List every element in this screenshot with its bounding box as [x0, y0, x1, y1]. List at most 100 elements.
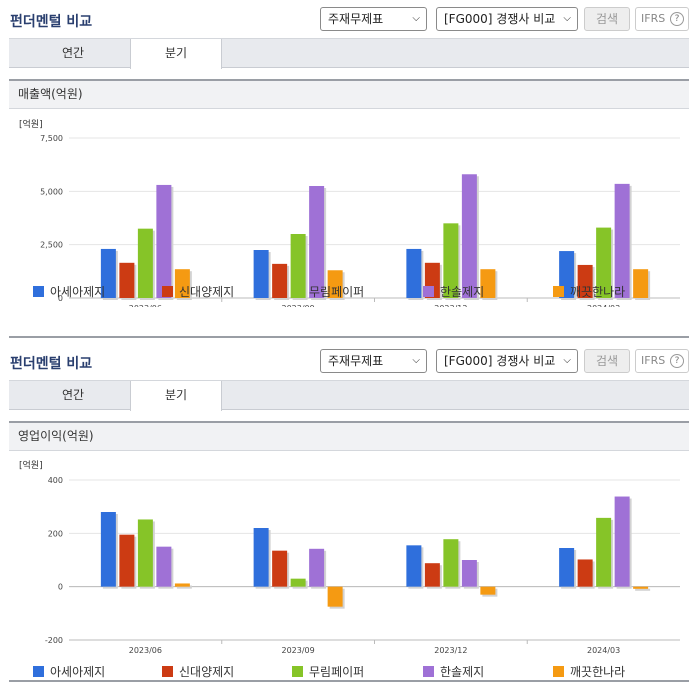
bar-깨끗한나라-2023-06 [174, 269, 190, 298]
legend-swatch [292, 666, 303, 677]
x-tick-label: 2023/09 [282, 646, 315, 655]
legend-swatch [162, 666, 173, 677]
bar-chart-operating-profit: [억원] -200 0 200 400 2023/06 2023/09 2023/12 2024… [19, 459, 680, 655]
ifrs-label: IFRS [641, 12, 666, 25]
x-tick-label: 2023/09 [282, 304, 315, 307]
x-tick-label: 2024/03 [587, 304, 620, 307]
panel-title: 펀더멘털 비교 [10, 14, 93, 30]
legend-label: 무림페이퍼 [309, 665, 365, 679]
report-type-value: 주재무제표 [328, 12, 384, 26]
bar-무림페이퍼-2023-06 [137, 519, 153, 587]
y-tick-label: 0 [58, 294, 63, 303]
bar-아세아제지-2023-06 [100, 248, 116, 298]
legend-swatch [423, 286, 434, 297]
legend-swatch [553, 666, 564, 677]
bar-아세아제지-2023-09 [253, 528, 269, 587]
search-button[interactable]: 검색 [584, 7, 630, 31]
bar-shadow [176, 585, 192, 589]
ifrs-button[interactable]: IFRS ? [635, 349, 689, 373]
legend-label: 아세아제지 [50, 665, 106, 679]
bar-무림페이퍼-2023-09 [290, 234, 306, 298]
bar-깨끗한나라-2024-03 [633, 586, 649, 589]
legend-swatch [162, 286, 173, 297]
chart-legend: 아세아제지 신대양제지 무림페이퍼 한솔제지 깨끗한나라 [0, 283, 696, 301]
peer-group-select[interactable]: [FG000] 경쟁사 비교 ⌵ [436, 7, 578, 31]
legend-item-아세아제지[interactable]: 아세아제지 [33, 283, 105, 300]
legend-item-아세아제지[interactable]: 아세아제지 [33, 663, 105, 680]
legend-item-무림페이퍼[interactable]: 무림페이퍼 [292, 663, 364, 680]
x-tick-label: 2023/12 [434, 646, 467, 655]
bar-깨끗한나라-2023-12 [480, 269, 496, 298]
legend-label: 무림페이퍼 [309, 285, 365, 299]
bar-신대양제지-2023-12 [424, 563, 440, 587]
tab-quarterly[interactable]: 분기 [130, 381, 222, 411]
chevron-down-icon: ⌵ [412, 13, 420, 24]
chevron-down-icon: ⌵ [412, 355, 420, 366]
legend-swatch [33, 286, 44, 297]
bar-아세아제지-2023-12 [406, 545, 422, 587]
legend-item-신대양제지[interactable]: 신대양제지 [162, 283, 234, 300]
bar-아세아제지-2023-09 [253, 250, 269, 298]
bar-한솔제지-2023-06 [156, 546, 172, 587]
bar-신대양제지-2023-09 [272, 550, 288, 587]
panel-title: 펀더멘털 비교 [10, 356, 93, 372]
fundamental-panel-operating-profit: 펀더멘털 비교 주재무제표 ⌵ [FG000] 경쟁사 비교 ⌵ 검색 IFRS… [0, 342, 696, 679]
panel-divider [9, 336, 689, 338]
bar-신대양제지-2024-03 [577, 559, 593, 587]
legend-label: 신대양제지 [179, 665, 235, 679]
legend-swatch [553, 286, 564, 297]
y-tick-label: 5,000 [40, 187, 63, 196]
peer-group-value: [FG000] 경쟁사 비교 [444, 12, 556, 26]
section-label: 매출액(억원) [9, 79, 689, 109]
tab-annual[interactable]: 연간 [61, 388, 85, 402]
bar-깨끗한나라-2023-09 [327, 586, 343, 607]
y-tick-label: 0 [58, 583, 63, 592]
bar-아세아제지-2023-06 [100, 512, 116, 587]
legend-label: 깨끗한나라 [570, 285, 626, 299]
bar-무림페이퍼-2023-12 [443, 539, 459, 587]
bar-한솔제지-2024-03 [614, 496, 630, 587]
tab-annual[interactable]: 연간 [61, 46, 85, 60]
report-type-select[interactable]: 주재무제표 ⌵ [320, 349, 427, 373]
bar-무림페이퍼-2023-06 [137, 228, 153, 298]
chart-area: [억원] -200 0 200 400 2023/06 2023/09 2023/12 2024… [0, 451, 696, 679]
legend-item-한솔제지[interactable]: 한솔제지 [423, 283, 484, 300]
bar-한솔제지-2023-09 [309, 548, 325, 587]
help-icon: ? [670, 354, 684, 368]
tab-quarterly[interactable]: 분기 [130, 39, 222, 69]
legend-label: 깨끗한나라 [570, 665, 626, 679]
period-tabs: 연간 분기 [9, 380, 689, 411]
ifrs-label: IFRS [641, 354, 666, 367]
legend-item-무림페이퍼[interactable]: 무림페이퍼 [292, 283, 364, 300]
x-tick-label: 2023/06 [129, 304, 162, 307]
legend-item-깨끗한나라[interactable]: 깨끗한나라 [553, 283, 625, 300]
panel-header: 펀더멘털 비교 주재무제표 ⌵ [FG000] 경쟁사 비교 ⌵ 검색 IFRS… [0, 342, 696, 380]
y-tick-label: -200 [45, 636, 63, 645]
bar-한솔제지-2023-12 [461, 174, 477, 298]
bar-무림페이퍼-2023-09 [290, 578, 306, 587]
report-type-select[interactable]: 주재무제표 ⌵ [320, 7, 427, 31]
x-tick-label: 2023/06 [129, 646, 162, 655]
search-button[interactable]: 검색 [584, 349, 630, 373]
bar-shadow [635, 588, 651, 591]
legend-label: 한솔제지 [440, 285, 485, 299]
bar-무림페이퍼-2024-03 [596, 517, 612, 587]
peer-group-select[interactable]: [FG000] 경쟁사 비교 ⌵ [436, 349, 578, 373]
ifrs-button[interactable]: IFRS ? [635, 7, 689, 31]
bar-깨끗한나라-2023-12 [480, 586, 496, 595]
y-tick-label: 400 [48, 476, 63, 485]
legend-swatch [33, 666, 44, 677]
chevron-down-icon: ⌵ [563, 355, 571, 366]
bar-신대양제지-2023-06 [119, 262, 135, 298]
panel-header: 펀더멘털 비교 주재무제표 ⌵ [FG000] 경쟁사 비교 ⌵ 검색 IFRS… [0, 0, 696, 38]
panel-divider [9, 680, 689, 682]
bar-무림페이퍼-2023-12 [443, 223, 459, 298]
legend-item-깨끗한나라[interactable]: 깨끗한나라 [553, 663, 625, 680]
legend-item-신대양제지[interactable]: 신대양제지 [162, 663, 234, 680]
legend-swatch [292, 286, 303, 297]
legend-item-한솔제지[interactable]: 한솔제지 [423, 663, 484, 680]
peer-group-value: [FG000] 경쟁사 비교 [444, 354, 556, 368]
report-type-value: 주재무제표 [328, 354, 384, 368]
bar-아세아제지-2024-03 [559, 548, 575, 587]
y-unit-label: [억원] [19, 459, 43, 471]
